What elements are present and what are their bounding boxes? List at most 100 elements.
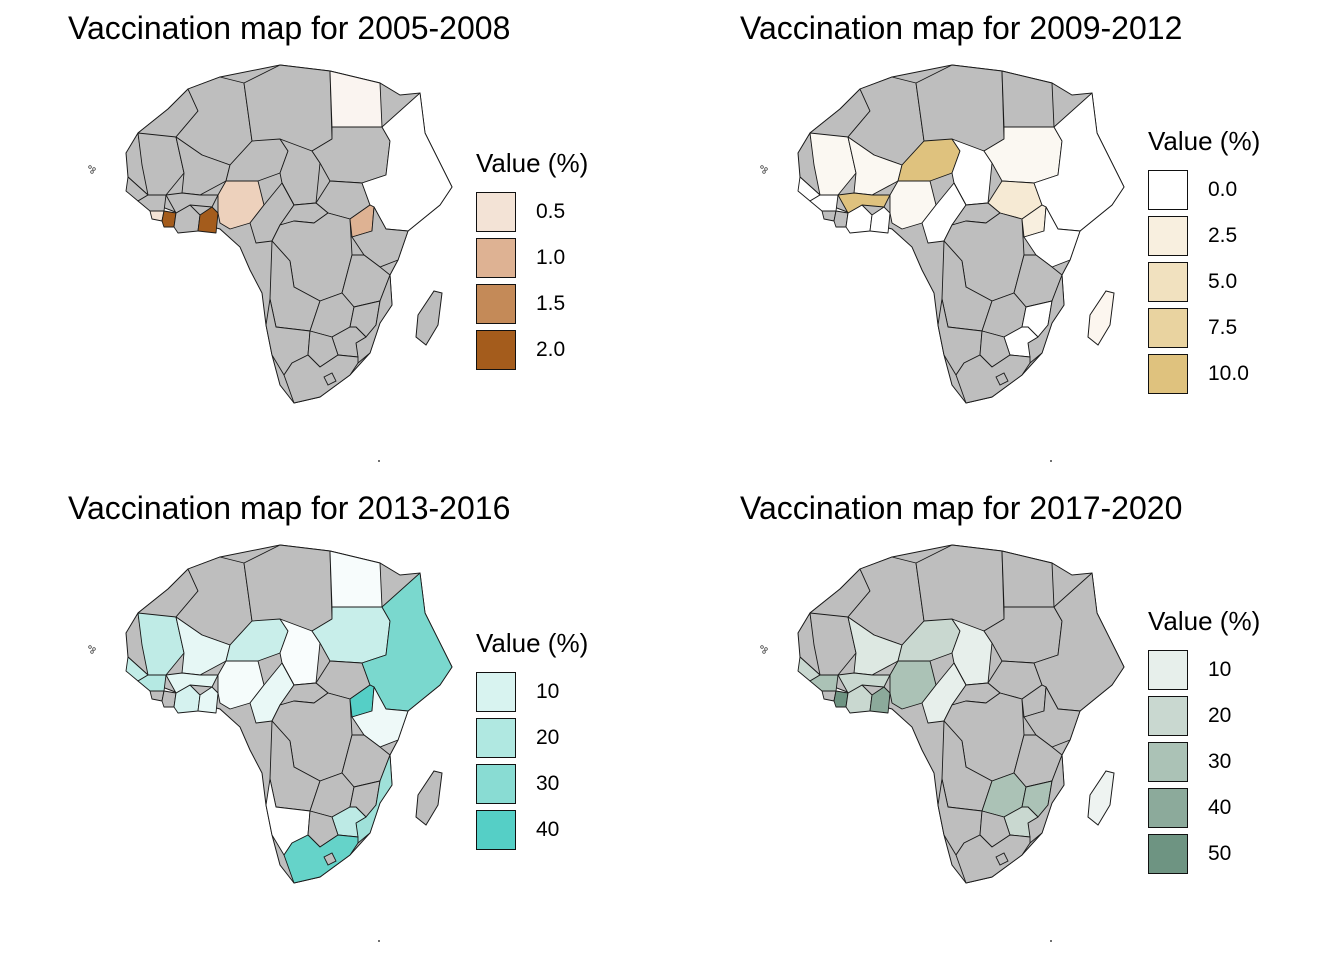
legend-swatch: [1148, 354, 1188, 394]
legend-label: 10: [536, 680, 560, 703]
africa-map: [760, 64, 1125, 404]
legend-swatch: [476, 764, 516, 804]
legend-label: 20: [1208, 704, 1232, 727]
island-speck: [90, 650, 94, 654]
legend-label: 7.5: [1208, 316, 1238, 339]
legend-swatch: [476, 238, 516, 278]
legend-swatch: [476, 330, 516, 370]
island-speck: [760, 645, 764, 649]
legend-item: 30: [476, 761, 588, 807]
island-speck: [762, 650, 766, 654]
antarctic-speck: [378, 940, 380, 942]
legend-item: 0.5: [476, 189, 588, 235]
antarctic-speck: [378, 460, 380, 462]
legend-label: 2.5: [1208, 224, 1238, 247]
panel-title: Vaccination map for 2009-2012: [740, 10, 1183, 46]
legend-label: 20: [536, 726, 560, 749]
region-madagascar: [1087, 290, 1115, 346]
region-burkina: [165, 672, 219, 694]
panel-title: Vaccination map for 2013-2016: [68, 490, 511, 526]
legend-label: 40: [1208, 796, 1232, 819]
region-south-africa: [283, 834, 359, 884]
legend-item: 10.0: [1148, 351, 1260, 397]
island-speck: [88, 645, 92, 649]
map-panel-4: Vaccination map for 2017-2020 Value (%) …: [672, 480, 1344, 960]
legend-swatch: [476, 718, 516, 758]
region-egypt: [1001, 70, 1055, 128]
legend-item: 20: [1148, 693, 1260, 739]
island-speck: [760, 165, 764, 169]
region-mozambique: [355, 754, 393, 844]
legend-item: 30: [1148, 739, 1260, 785]
region-burkina: [165, 192, 219, 214]
region-mozambique: [355, 274, 393, 364]
legend-label: 30: [1208, 750, 1232, 773]
legend-swatch: [476, 810, 516, 850]
map-panel-3: Vaccination map for 2013-2016 Value (%) …: [0, 480, 672, 960]
antarctic-speck: [1050, 460, 1052, 462]
legend-item: 7.5: [1148, 305, 1260, 351]
region-libya: [915, 64, 1005, 152]
region-mali: [175, 616, 231, 676]
legend-swatch: [476, 284, 516, 324]
region-madagascar: [1087, 770, 1115, 826]
legend-item: 20: [476, 715, 588, 761]
region-ghana: [869, 206, 891, 234]
legend-label: 0.0: [1208, 178, 1238, 201]
legend-label: 1.0: [536, 246, 566, 269]
panel-title: Vaccination map for 2005-2008: [68, 10, 511, 46]
legend-swatch: [1148, 170, 1188, 210]
legend-swatch: [476, 192, 516, 232]
legend-item: 5.0: [1148, 259, 1260, 305]
region-guinea: [137, 674, 167, 692]
legend-label: 50: [1208, 842, 1232, 865]
region-guinea: [809, 674, 839, 692]
legend-label: 30: [536, 772, 560, 795]
region-egypt: [1001, 550, 1055, 608]
legend-title: Value (%): [1148, 606, 1261, 636]
legend-item: 10: [1148, 647, 1260, 693]
legend: Value (%) 0.5 1.0 1.5 2.0: [476, 148, 588, 373]
legend-label: 0.5: [536, 200, 566, 223]
region-south-africa: [955, 354, 1031, 404]
island-speck: [764, 167, 768, 171]
legend-swatch: [1148, 834, 1188, 874]
legend-swatch: [1148, 696, 1188, 736]
africa-map: [88, 64, 453, 404]
island-speck: [92, 167, 96, 171]
legend-item: 50: [1148, 831, 1260, 877]
region-mali: [175, 136, 231, 196]
legend-swatch: [1148, 650, 1188, 690]
region-libya: [243, 544, 333, 632]
legend-item: 10: [476, 669, 588, 715]
africa-map: [88, 544, 453, 884]
region-libya: [915, 544, 1005, 632]
island-speck: [92, 647, 96, 651]
region-lesotho: [995, 852, 1009, 866]
legend-label: 5.0: [1208, 270, 1238, 293]
antarctic-speck: [1050, 940, 1052, 942]
region-egypt: [329, 70, 383, 128]
island-speck: [762, 170, 766, 174]
legend-title: Value (%): [1148, 126, 1261, 156]
map-panel-1: Vaccination map for 2005-2008 Value (%) …: [0, 0, 672, 480]
region-ghana: [197, 686, 219, 714]
region-burkina: [837, 672, 891, 694]
legend-title: Value (%): [476, 148, 589, 178]
region-lesotho: [323, 852, 337, 866]
island-speck: [764, 647, 768, 651]
region-mali: [847, 136, 903, 196]
legend: Value (%) 0.0 2.5 5.0 7.5 10.0: [1148, 126, 1260, 397]
legend: Value (%) 10 20 30 40: [476, 628, 588, 853]
region-south-africa: [283, 354, 359, 404]
region-lesotho: [323, 372, 337, 386]
map-panel-2: Vaccination map for 2009-2012 Value (%) …: [672, 0, 1344, 480]
region-mali: [847, 616, 903, 676]
region-burkina: [837, 192, 891, 214]
region-ghana: [869, 686, 891, 714]
legend-label: 10: [1208, 658, 1232, 681]
region-mozambique: [1027, 274, 1065, 364]
legend-swatch: [1148, 308, 1188, 348]
region-south-africa: [955, 834, 1031, 884]
legend-swatch: [1148, 216, 1188, 256]
